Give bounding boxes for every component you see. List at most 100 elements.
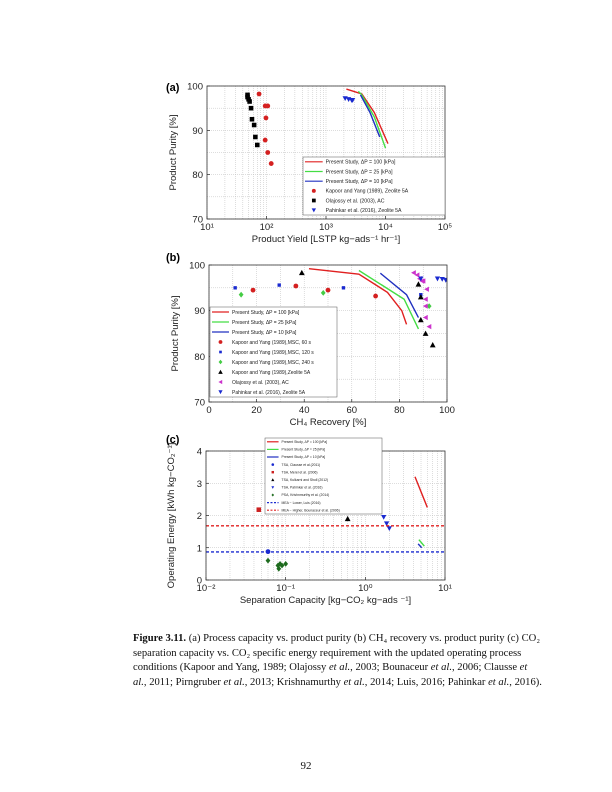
data-point — [426, 324, 432, 330]
data-point — [349, 98, 356, 103]
x-tick-label: 40 — [299, 405, 310, 416]
x-tick-label: 20 — [251, 405, 262, 416]
legend-box — [302, 156, 446, 216]
legend-label: Present Study, ΔP = 10 [kPa] — [282, 455, 326, 459]
legend-marker — [218, 369, 223, 374]
legend-entry: Present Study, ΔP = 100 [kPa] — [305, 160, 396, 166]
x-axis-label: Separation Capacity [kg−CO₂ kg−ads ⁻¹] — [240, 595, 411, 606]
data-point — [414, 272, 420, 278]
series-line — [357, 90, 387, 149]
series-5 — [344, 515, 351, 522]
data-point — [429, 342, 436, 348]
x-axis-label: CH₄ Recovery [%] — [290, 417, 367, 428]
x-tick-label: 10³ — [319, 222, 333, 233]
legend-label: Present Study, ΔP = 10 [kPa] — [232, 330, 297, 336]
data-point — [422, 296, 428, 302]
data-point — [424, 286, 429, 292]
legend-entry: TSA, Merel et al. (2006) — [271, 470, 318, 474]
x-tick-label: 10¹ — [200, 222, 214, 233]
legend-label: PSA, Krishnmurthy et al. (2014) — [282, 493, 330, 497]
series-line — [379, 272, 420, 318]
legend-entry: Present Study, ΔP = 25 [kPa] — [305, 169, 393, 175]
data-point — [265, 557, 271, 564]
data-point — [268, 161, 274, 166]
series-7 — [265, 557, 289, 572]
y-tick-label: 100 — [187, 82, 203, 93]
x-tick-label: 10⁻² — [197, 583, 216, 594]
legend-entry: Pahinkar et al. (2016), Zeolite 5A — [311, 208, 402, 214]
legend: Present Study, ΔP = 100 [kPa] Present Stu… — [209, 306, 338, 398]
legend-marker — [311, 198, 316, 203]
data-point — [298, 269, 305, 276]
data-point — [325, 287, 331, 293]
data-point — [249, 116, 255, 122]
series-8 — [418, 276, 447, 283]
data-point — [253, 134, 258, 140]
legend-label: Present Study, ΔP = 100 [kPa] — [326, 160, 396, 166]
caption-segment: et al. — [328, 662, 351, 674]
series-line — [359, 94, 381, 138]
legend-entry: Olajossy et al. (2003), AC — [218, 380, 289, 386]
legend-box — [264, 437, 383, 515]
series-2 — [417, 543, 423, 549]
legend-marker — [218, 390, 223, 395]
legend-marker — [311, 188, 316, 193]
series-line — [358, 269, 420, 330]
data-point — [233, 286, 237, 290]
series-line — [417, 543, 423, 549]
legend-entry: Pahinkar et al. (2016), Zeolite 5A — [218, 390, 306, 396]
caption-segment: , 2014; Luis, 2016; Pahinkar — [364, 676, 489, 688]
series-1 — [418, 539, 425, 547]
legend-label: Olajossy et al. (2003), AC — [232, 380, 289, 386]
legend-marker — [271, 478, 275, 482]
legend-entry: MEA − Higher, Bounaceur et al. (2006) — [267, 508, 340, 512]
data-point — [434, 276, 441, 282]
legend-label: Present Study, ΔP = 100 [kPa] — [282, 440, 328, 444]
caption-label: Figure 3.11. — [133, 633, 187, 644]
series-line — [346, 88, 389, 144]
figure-caption: Figure 3.11. (a) Process capacity vs. pr… — [133, 632, 543, 690]
x-tick-label: 60 — [347, 405, 358, 416]
caption-segment: et al. — [133, 662, 528, 688]
legend-entry: TSA, Kulkarni and Sholl (2012) — [271, 478, 328, 482]
y-tick-label: 90 — [192, 126, 203, 137]
plot-frame — [206, 85, 446, 220]
data-point — [422, 330, 429, 336]
caption-segment: et al. — [223, 676, 245, 688]
legend-entry: Present Study, ΔP = 10 [kPa] — [305, 179, 393, 185]
legend-marker — [271, 470, 275, 474]
legend-label: Pahinkar et al. (2016), Zeolite 5A — [326, 208, 402, 214]
y-tick-label: 70 — [192, 215, 203, 226]
series-line — [414, 476, 428, 508]
legend-entry: Present Study, ΔP = 25 [kPa] — [212, 320, 297, 326]
data-point — [386, 526, 392, 532]
legend-label: TSA, Pahinkar et al. (2016) — [282, 486, 323, 490]
caption-segment: , 2003; Bounaceur — [350, 662, 431, 674]
data-point — [418, 276, 424, 282]
legend-entry: Present Study, ΔP = 10 [kPa] — [267, 455, 325, 459]
data-point — [265, 103, 271, 109]
series-4 — [256, 507, 262, 512]
caption-segment: (a) Process capacity vs. product purity … — [133, 633, 541, 674]
y-axis-label: Product Purity [%] — [170, 295, 181, 371]
data-point — [265, 150, 271, 155]
series-0 — [414, 476, 428, 508]
y-tick-label: 2 — [197, 511, 202, 522]
series-line — [418, 539, 425, 547]
legend-entry: Present Study, ΔP = 10 [kPa] — [212, 330, 297, 336]
legend-label: MEA − Higher, Bounaceur et al. (2006) — [282, 508, 340, 512]
data-point — [415, 281, 422, 287]
legend-box — [209, 306, 338, 398]
legend-entry: TSA, Pahinkar et al. (2016) — [271, 486, 322, 490]
legend-label: Pahinkar et al. (2016), Zeolite 5A — [232, 390, 306, 396]
x-tick-label: 80 — [394, 405, 405, 416]
data-point — [426, 303, 432, 309]
x-tick-label: 100 — [439, 405, 455, 416]
data-point — [251, 122, 257, 128]
x-axis-label: Product Yield [LSTP kg−ads⁻¹ hr⁻¹] — [252, 234, 400, 245]
x-tick-label: 10⁵ — [438, 222, 453, 233]
data-point — [411, 270, 416, 276]
data-point — [283, 560, 289, 567]
data-point — [279, 562, 285, 569]
